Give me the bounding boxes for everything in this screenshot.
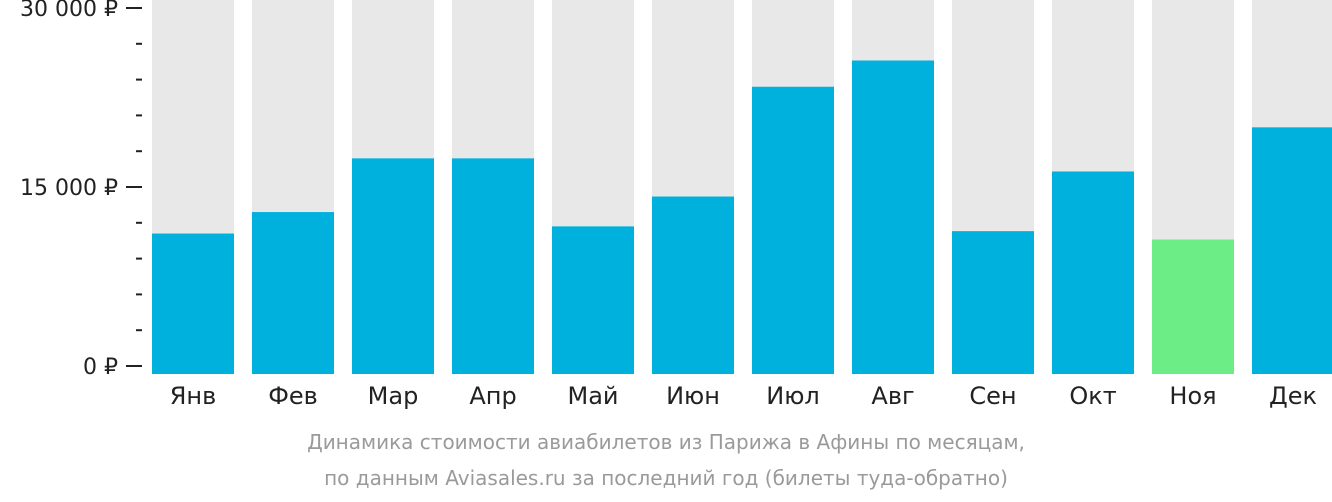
bar-Авг (852, 60, 934, 375)
x-axis-labels: Янв Фев Мар Апр Май Июн Июл Авг Сен Окт Ноя Дек (170, 382, 1317, 410)
x-tick-label: Ноя (1169, 382, 1216, 410)
bar-Фев (252, 212, 334, 374)
bar-Дек (1252, 127, 1332, 374)
bar-Сен (952, 231, 1034, 374)
bar-Янв (152, 233, 234, 374)
x-tick-label: Дек (1269, 382, 1317, 410)
x-tick-label: Янв (170, 382, 217, 410)
bar-Апр (452, 158, 534, 374)
price-bar-chart: 0 ₽ 15 000 ₽ 30 000 ₽ Янв Фев Мар Апр Май Июн Ию… (20, 0, 1332, 410)
x-tick-label: Мар (368, 382, 419, 410)
x-tick-label: Авг (871, 382, 914, 410)
y-tick-label: 30 000 ₽ (20, 0, 118, 22)
bar-Июл (752, 86, 834, 374)
chart-caption-line-2: по данным Aviasales.ru за последний год … (324, 466, 1008, 490)
x-tick-label: Май (567, 382, 618, 410)
x-tick-label: Июл (766, 382, 820, 410)
data-bars (152, 60, 1332, 375)
x-tick-label: Сен (969, 382, 1016, 410)
bar-Ноя (1152, 239, 1234, 374)
x-tick-label: Апр (469, 382, 516, 410)
bar-Июн (652, 196, 734, 374)
bar-Окт (1052, 171, 1134, 374)
bar-Мар (352, 158, 434, 374)
chart-caption-line-1: Динамика стоимости авиабилетов из Парижа… (307, 430, 1025, 454)
x-tick-label: Фев (268, 382, 318, 410)
y-tick-label: 15 000 ₽ (20, 176, 118, 201)
x-tick-label: Окт (1069, 382, 1116, 410)
y-axis: 0 ₽ 15 000 ₽ 30 000 ₽ (20, 0, 142, 380)
bar-Май (552, 226, 634, 374)
x-tick-label: Июн (666, 382, 720, 410)
y-tick-label: 0 ₽ (83, 355, 118, 380)
